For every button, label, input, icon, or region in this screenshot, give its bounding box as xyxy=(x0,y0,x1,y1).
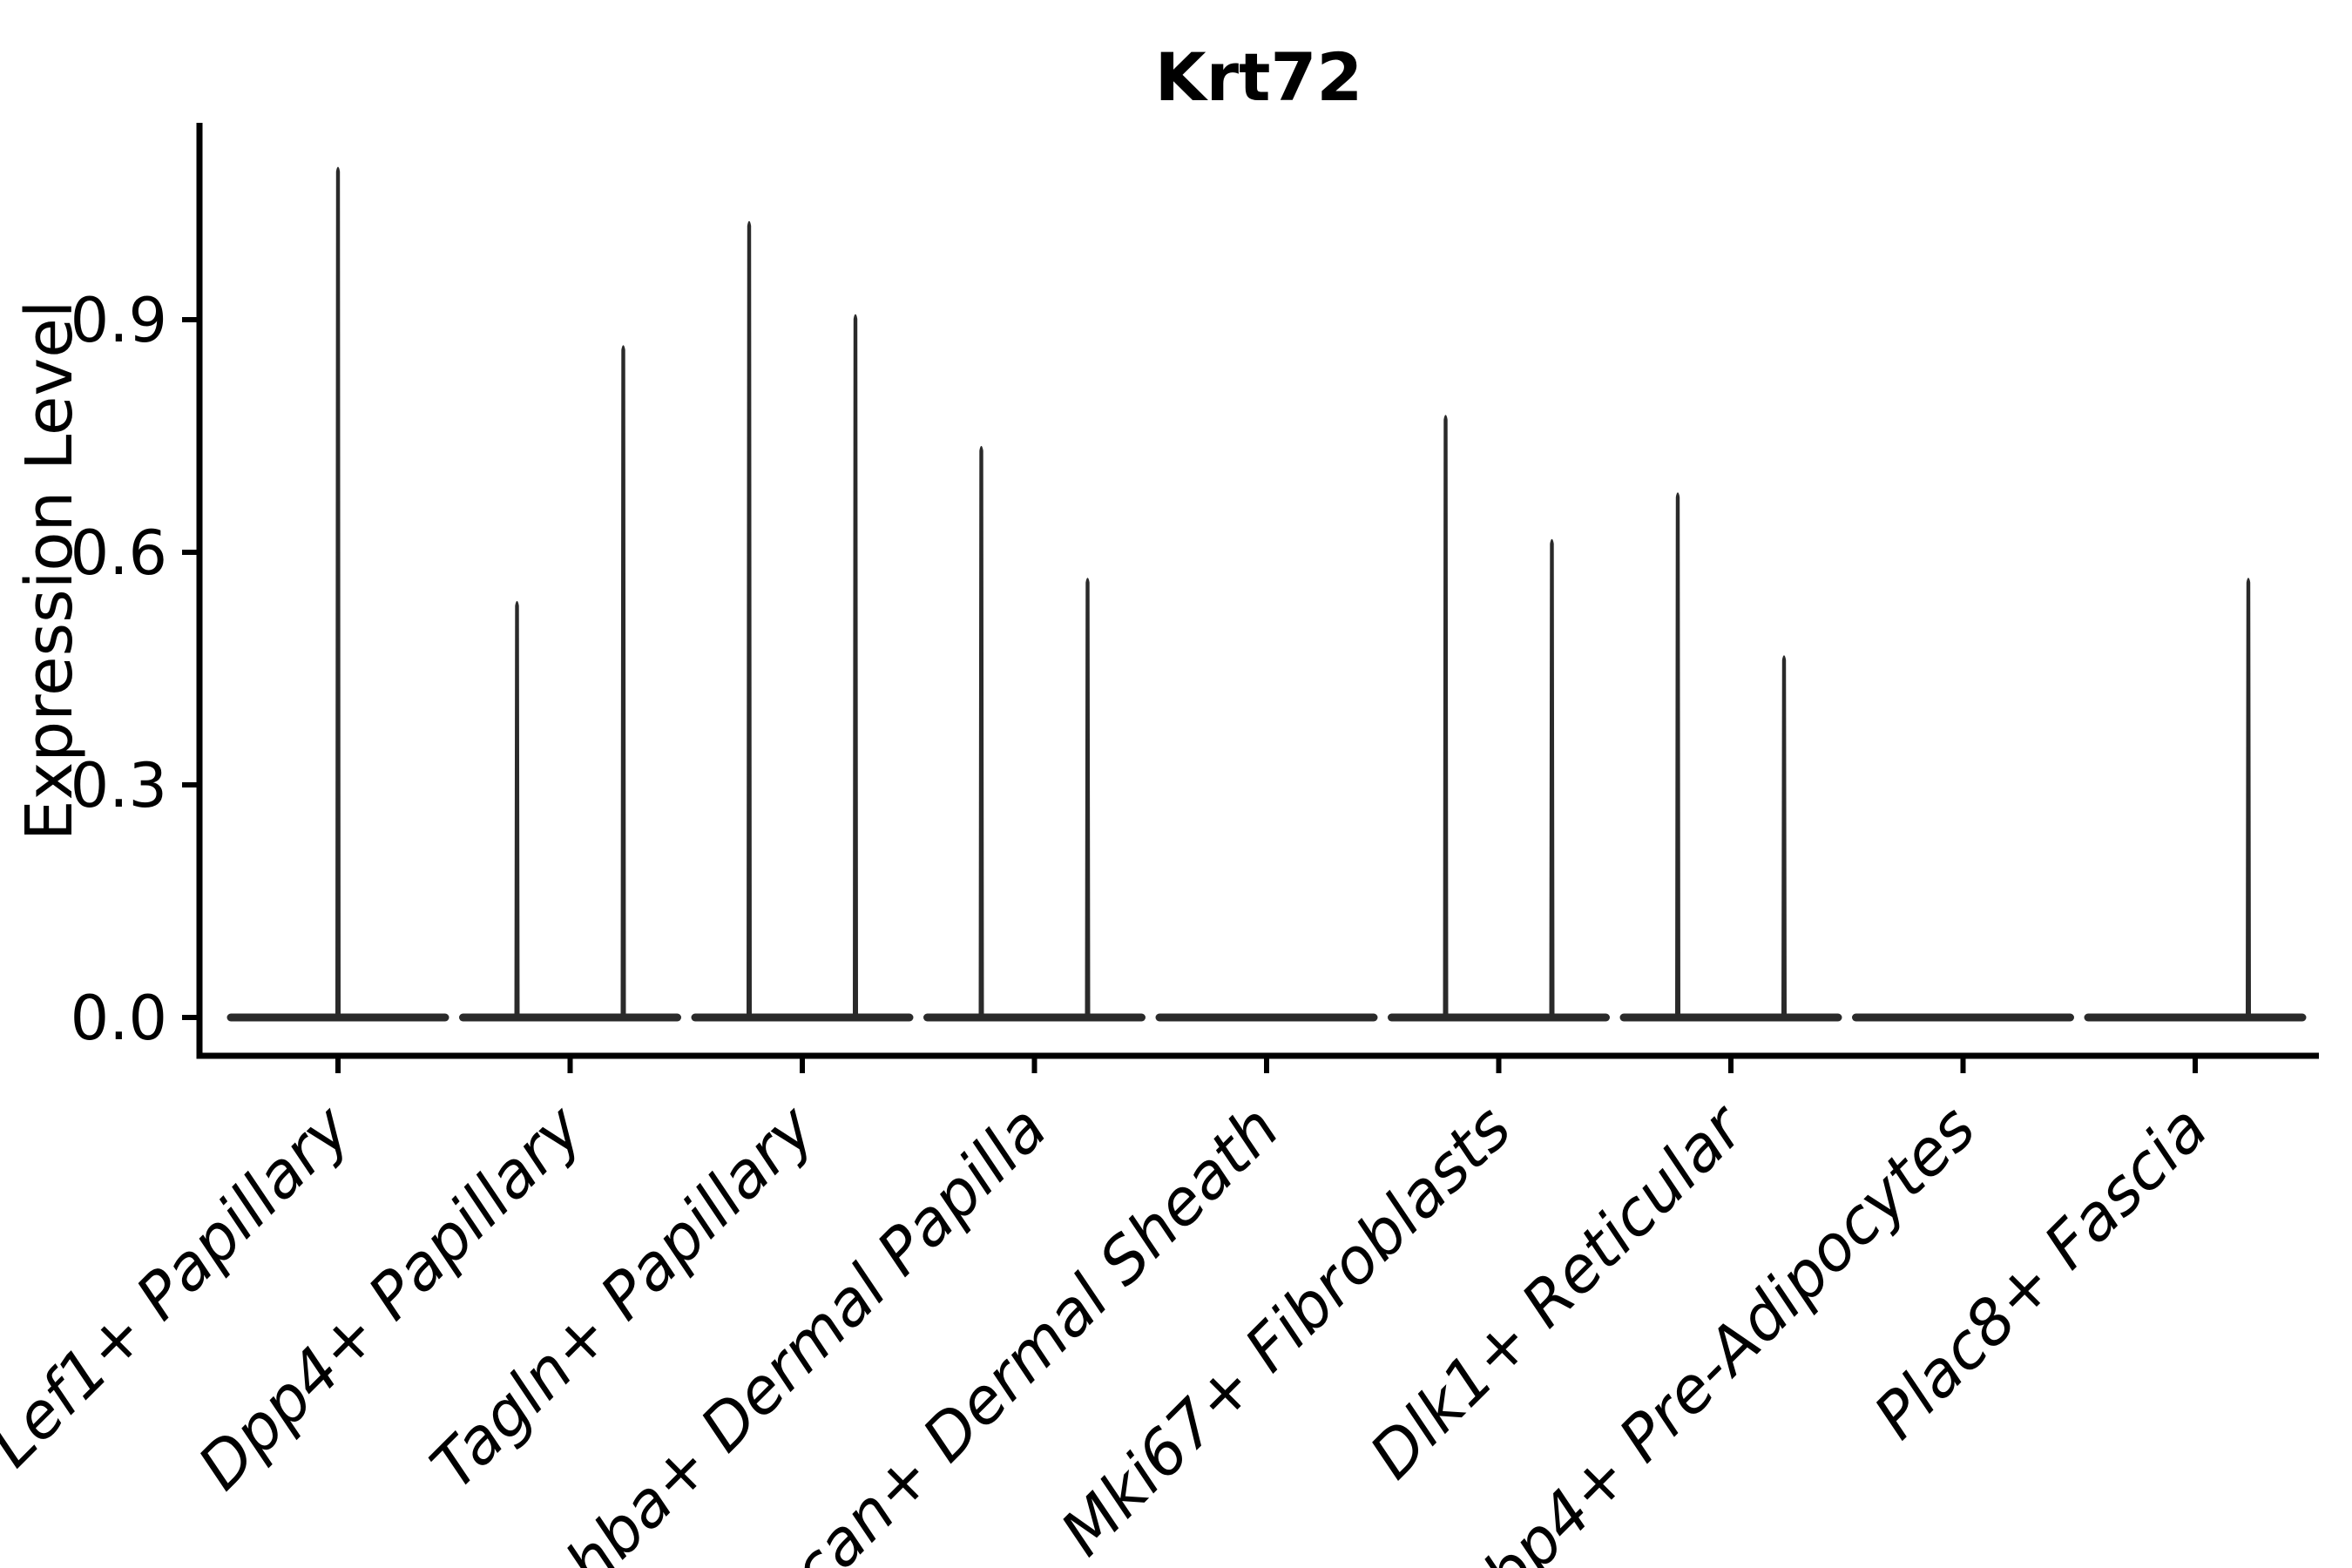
violin-spike xyxy=(335,166,341,1018)
x-tick-label: Dpp4+ Papillary xyxy=(184,1091,597,1504)
y-tick-label: 0.9 xyxy=(71,285,167,356)
violin-spike xyxy=(2246,578,2251,1018)
y-tick-label: 0.6 xyxy=(71,517,167,589)
violin-spike xyxy=(853,314,858,1018)
chart-title: Krt72 xyxy=(1155,38,1362,116)
violin-spike xyxy=(1443,415,1449,1018)
violin-spike xyxy=(747,220,752,1018)
violin-spike xyxy=(1675,492,1680,1018)
y-axis-label: Expression Level xyxy=(12,301,87,841)
violin-spike xyxy=(1781,655,1787,1018)
x-tick-label: Mki67+ Fibroblasts xyxy=(1046,1092,1524,1568)
y-tick-label: 0.0 xyxy=(71,983,167,1054)
violin-spike xyxy=(1549,538,1555,1018)
violin-spike xyxy=(620,345,626,1018)
violin-spike xyxy=(514,600,520,1018)
y-tick-label: 0.3 xyxy=(71,750,167,821)
violin-spike xyxy=(978,445,984,1018)
violin-spike xyxy=(1085,578,1091,1018)
x-tick-label: Tagln+ Papillary xyxy=(416,1091,829,1504)
